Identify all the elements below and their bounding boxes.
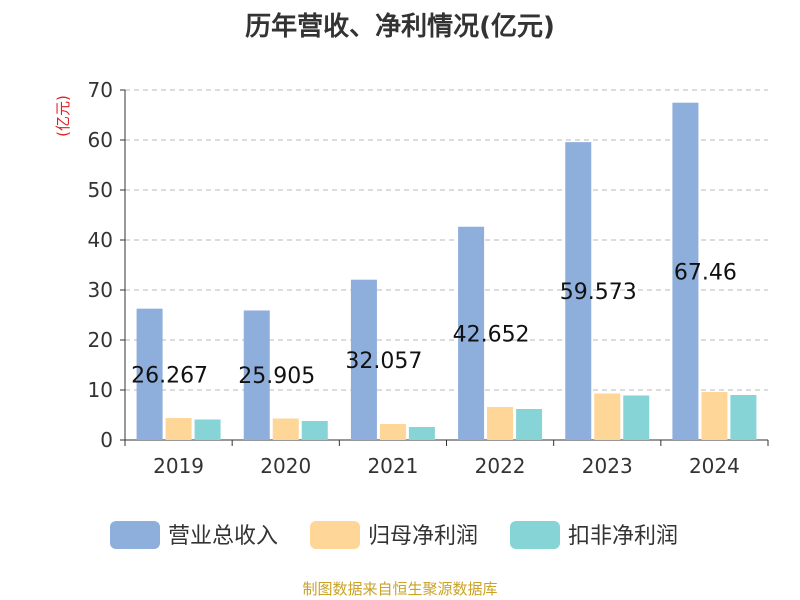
- y-axis-label: (亿元): [54, 95, 72, 137]
- legend-label: 营业总收入: [168, 524, 278, 549]
- x-tick-label: 2019: [153, 454, 204, 478]
- legend-swatch: [510, 521, 560, 549]
- chart-title: 历年营收、净利情况(亿元): [245, 12, 555, 42]
- y-tick-label: 60: [88, 128, 113, 152]
- data-label: 59.573: [560, 280, 637, 305]
- y-tick-label: 10: [88, 378, 113, 402]
- bar-revenue: [136, 308, 163, 440]
- bar-net-profit: [379, 424, 406, 440]
- bar-deducted-net-profit: [623, 395, 650, 440]
- data-labels: 26.267 25.905 32.057 42.652 59.573 67.46: [131, 260, 737, 389]
- y-tick-label: 0: [100, 428, 113, 452]
- grid-lines: [125, 89, 768, 391]
- data-label: 67.46: [674, 260, 737, 285]
- bar-net-profit: [594, 393, 621, 440]
- bar-net-profit: [165, 418, 192, 440]
- data-label: 42.652: [453, 322, 530, 347]
- data-label: 26.267: [131, 363, 208, 388]
- bars: [136, 102, 757, 440]
- bar-revenue: [672, 102, 699, 440]
- data-label: 32.057: [345, 349, 422, 374]
- x-tick-label: 2022: [475, 454, 526, 478]
- bar-deducted-net-profit: [516, 409, 543, 440]
- bar-revenue: [350, 279, 377, 440]
- axes: 0 10 20 30 40 50 60 70 (亿元) 2019 2020 2021 2022 2023 2…: [54, 78, 769, 478]
- y-tick-label: 30: [88, 278, 113, 302]
- x-tick-label: 2023: [582, 454, 633, 478]
- legend-swatch: [310, 521, 360, 549]
- bar-revenue: [458, 226, 485, 440]
- y-tick-label: 50: [88, 178, 113, 202]
- x-tick-label: 2020: [260, 454, 311, 478]
- bar-net-profit: [701, 392, 728, 440]
- bar-deducted-net-profit: [730, 395, 757, 440]
- bar-revenue: [565, 142, 592, 440]
- y-tick-label: 70: [88, 78, 113, 102]
- bar-net-profit: [487, 407, 514, 440]
- legend-swatch: [110, 521, 160, 549]
- bar-revenue: [243, 310, 270, 440]
- legend-label: 扣非净利润: [568, 524, 678, 549]
- bar-deducted-net-profit: [408, 427, 435, 440]
- y-tick-label: 40: [88, 228, 113, 252]
- legend-label: 归母净利润: [368, 524, 478, 549]
- bar-net-profit: [272, 418, 299, 440]
- x-tick-label: 2021: [367, 454, 418, 478]
- data-label: 25.905: [238, 364, 315, 389]
- legend: 营业总收入 归母净利润 扣非净利润: [110, 521, 678, 549]
- source-note: 制图数据来自恒生聚源数据库: [302, 580, 498, 598]
- x-tick-label: 2024: [689, 454, 740, 478]
- y-tick-label: 20: [88, 328, 113, 352]
- bar-deducted-net-profit: [194, 419, 221, 440]
- bar-deducted-net-profit: [301, 421, 328, 440]
